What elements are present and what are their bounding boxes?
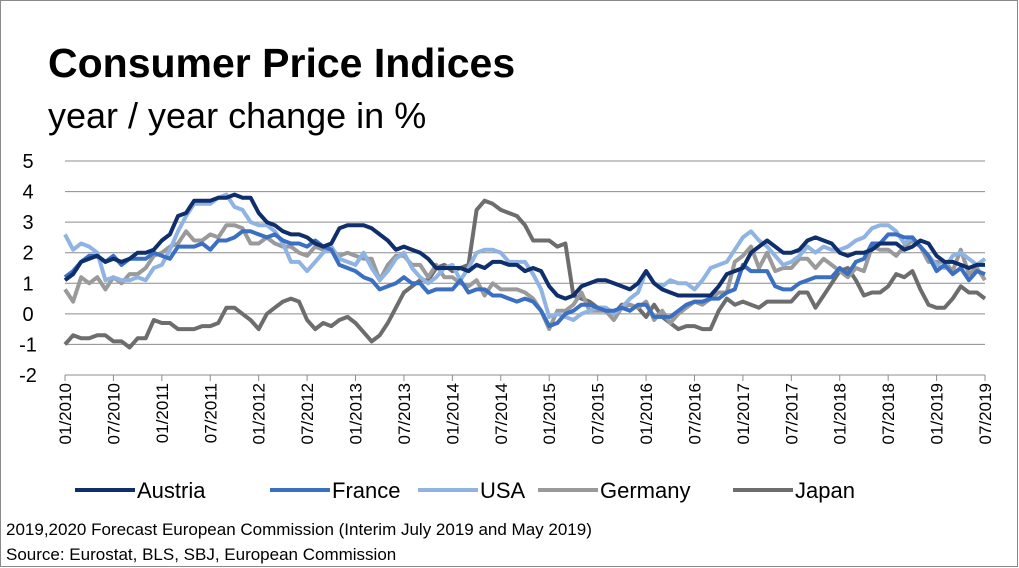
chart-subtitle: year / year change in % — [48, 95, 426, 136]
x-tick-label: 01/2013 — [347, 383, 366, 444]
line-series — [63, 223, 987, 332]
x-tick-label: 01/2015 — [540, 383, 559, 444]
line-series — [63, 198, 987, 350]
x-tick-label: 01/2011 — [153, 383, 172, 443]
line-series — [63, 229, 986, 329]
x-tick-label: 07/2012 — [298, 383, 317, 444]
y-tick-label: 1 — [22, 273, 33, 295]
legend-label: Austria — [137, 478, 206, 503]
x-tick-label: 07/2010 — [104, 383, 123, 444]
note: Source: Eurostat, BLS, SBJ, European Com… — [6, 545, 396, 564]
chart-title: Consumer Price Indices — [48, 40, 515, 86]
legend-label: France — [332, 478, 400, 503]
x-tick-label: 01/2018 — [831, 383, 850, 444]
x-tick-label: 07/2016 — [685, 383, 704, 444]
y-tick-label: 5 — [22, 151, 33, 173]
x-tick-label: 07/2013 — [395, 383, 414, 444]
x-tick-label: 07/2011 — [201, 383, 220, 443]
x-tick-label: 01/2016 — [637, 383, 656, 444]
y-tick-label: -1 — [19, 334, 37, 356]
note: 2019,2020 Forecast European Commission (… — [6, 520, 592, 539]
x-tick-label: 01/2010 — [56, 383, 75, 444]
x-tick-label: 01/2019 — [928, 383, 947, 444]
x-tick-label: 01/2014 — [443, 383, 462, 444]
x-tick-label: 07/2015 — [589, 383, 608, 444]
y-tick-label: 2 — [22, 243, 33, 265]
x-tick-label: 01/2017 — [734, 383, 753, 444]
x-tick-label: 07/2017 — [782, 383, 801, 444]
x-tick-label: 07/2014 — [492, 383, 511, 444]
y-tick-label: 4 — [22, 182, 33, 204]
y-tick-label: 0 — [22, 304, 33, 326]
x-tick-label: 07/2018 — [879, 383, 898, 444]
y-tick-label: -2 — [19, 365, 37, 387]
legend-label: Germany — [600, 478, 690, 503]
legend-label: Japan — [795, 478, 855, 503]
x-tick-label: 07/2019 — [976, 383, 995, 444]
legend-label: USA — [480, 478, 526, 503]
x-tick-label: 01/2012 — [250, 383, 269, 444]
line-series — [63, 192, 985, 301]
y-tick-label: 3 — [22, 212, 33, 234]
